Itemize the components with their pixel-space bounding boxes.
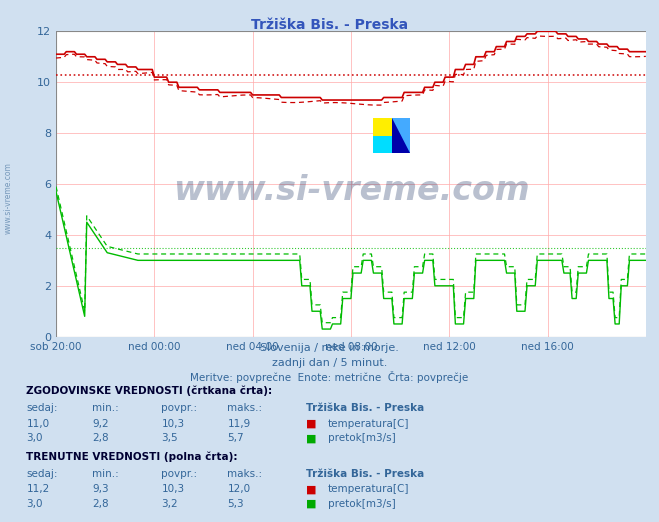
Polygon shape <box>392 118 411 153</box>
Bar <box>374 118 392 136</box>
Text: ZGODOVINSKE VREDNOSTI (črtkana črta):: ZGODOVINSKE VREDNOSTI (črtkana črta): <box>26 385 272 396</box>
Text: sedaj:: sedaj: <box>26 403 58 413</box>
Text: povpr.:: povpr.: <box>161 469 198 479</box>
Text: 10,3: 10,3 <box>161 419 185 429</box>
Text: min.:: min.: <box>92 403 119 413</box>
Text: temperatura[C]: temperatura[C] <box>328 484 409 494</box>
Bar <box>374 136 392 153</box>
Bar <box>392 118 411 153</box>
Text: min.:: min.: <box>92 469 119 479</box>
Text: 9,3: 9,3 <box>92 484 109 494</box>
Text: TRENUTNE VREDNOSTI (polna črta):: TRENUTNE VREDNOSTI (polna črta): <box>26 451 238 461</box>
Text: pretok[m3/s]: pretok[m3/s] <box>328 499 395 509</box>
Text: zadnji dan / 5 minut.: zadnji dan / 5 minut. <box>272 358 387 367</box>
Text: 2,8: 2,8 <box>92 433 109 443</box>
Text: 12,0: 12,0 <box>227 484 250 494</box>
Text: temperatura[C]: temperatura[C] <box>328 419 409 429</box>
Text: 3,0: 3,0 <box>26 433 43 443</box>
Text: maks.:: maks.: <box>227 403 262 413</box>
Text: 11,0: 11,0 <box>26 419 49 429</box>
Text: 3,2: 3,2 <box>161 499 178 509</box>
Text: 11,9: 11,9 <box>227 419 250 429</box>
Text: sedaj:: sedaj: <box>26 469 58 479</box>
Text: 2,8: 2,8 <box>92 499 109 509</box>
Text: ■: ■ <box>306 433 317 443</box>
Text: 3,5: 3,5 <box>161 433 178 443</box>
Text: 9,2: 9,2 <box>92 419 109 429</box>
Text: ■: ■ <box>306 484 317 494</box>
Text: Tržiška Bis. - Preska: Tržiška Bis. - Preska <box>251 18 408 32</box>
Text: www.si-vreme.com: www.si-vreme.com <box>3 162 13 234</box>
Text: maks.:: maks.: <box>227 469 262 479</box>
Text: 3,0: 3,0 <box>26 499 43 509</box>
Text: Tržiška Bis. - Preska: Tržiška Bis. - Preska <box>306 469 424 479</box>
Text: 11,2: 11,2 <box>26 484 49 494</box>
Text: Meritve: povprečne  Enote: metrične  Črta: povprečje: Meritve: povprečne Enote: metrične Črta:… <box>190 371 469 383</box>
Text: Slovenija / reke in morje.: Slovenija / reke in morje. <box>260 343 399 353</box>
Text: 5,7: 5,7 <box>227 433 244 443</box>
Text: Tržiška Bis. - Preska: Tržiška Bis. - Preska <box>306 403 424 413</box>
Text: ■: ■ <box>306 499 317 509</box>
Text: www.si-vreme.com: www.si-vreme.com <box>173 174 529 207</box>
Text: pretok[m3/s]: pretok[m3/s] <box>328 433 395 443</box>
Text: ■: ■ <box>306 419 317 429</box>
Text: 10,3: 10,3 <box>161 484 185 494</box>
Text: povpr.:: povpr.: <box>161 403 198 413</box>
Text: 5,3: 5,3 <box>227 499 244 509</box>
